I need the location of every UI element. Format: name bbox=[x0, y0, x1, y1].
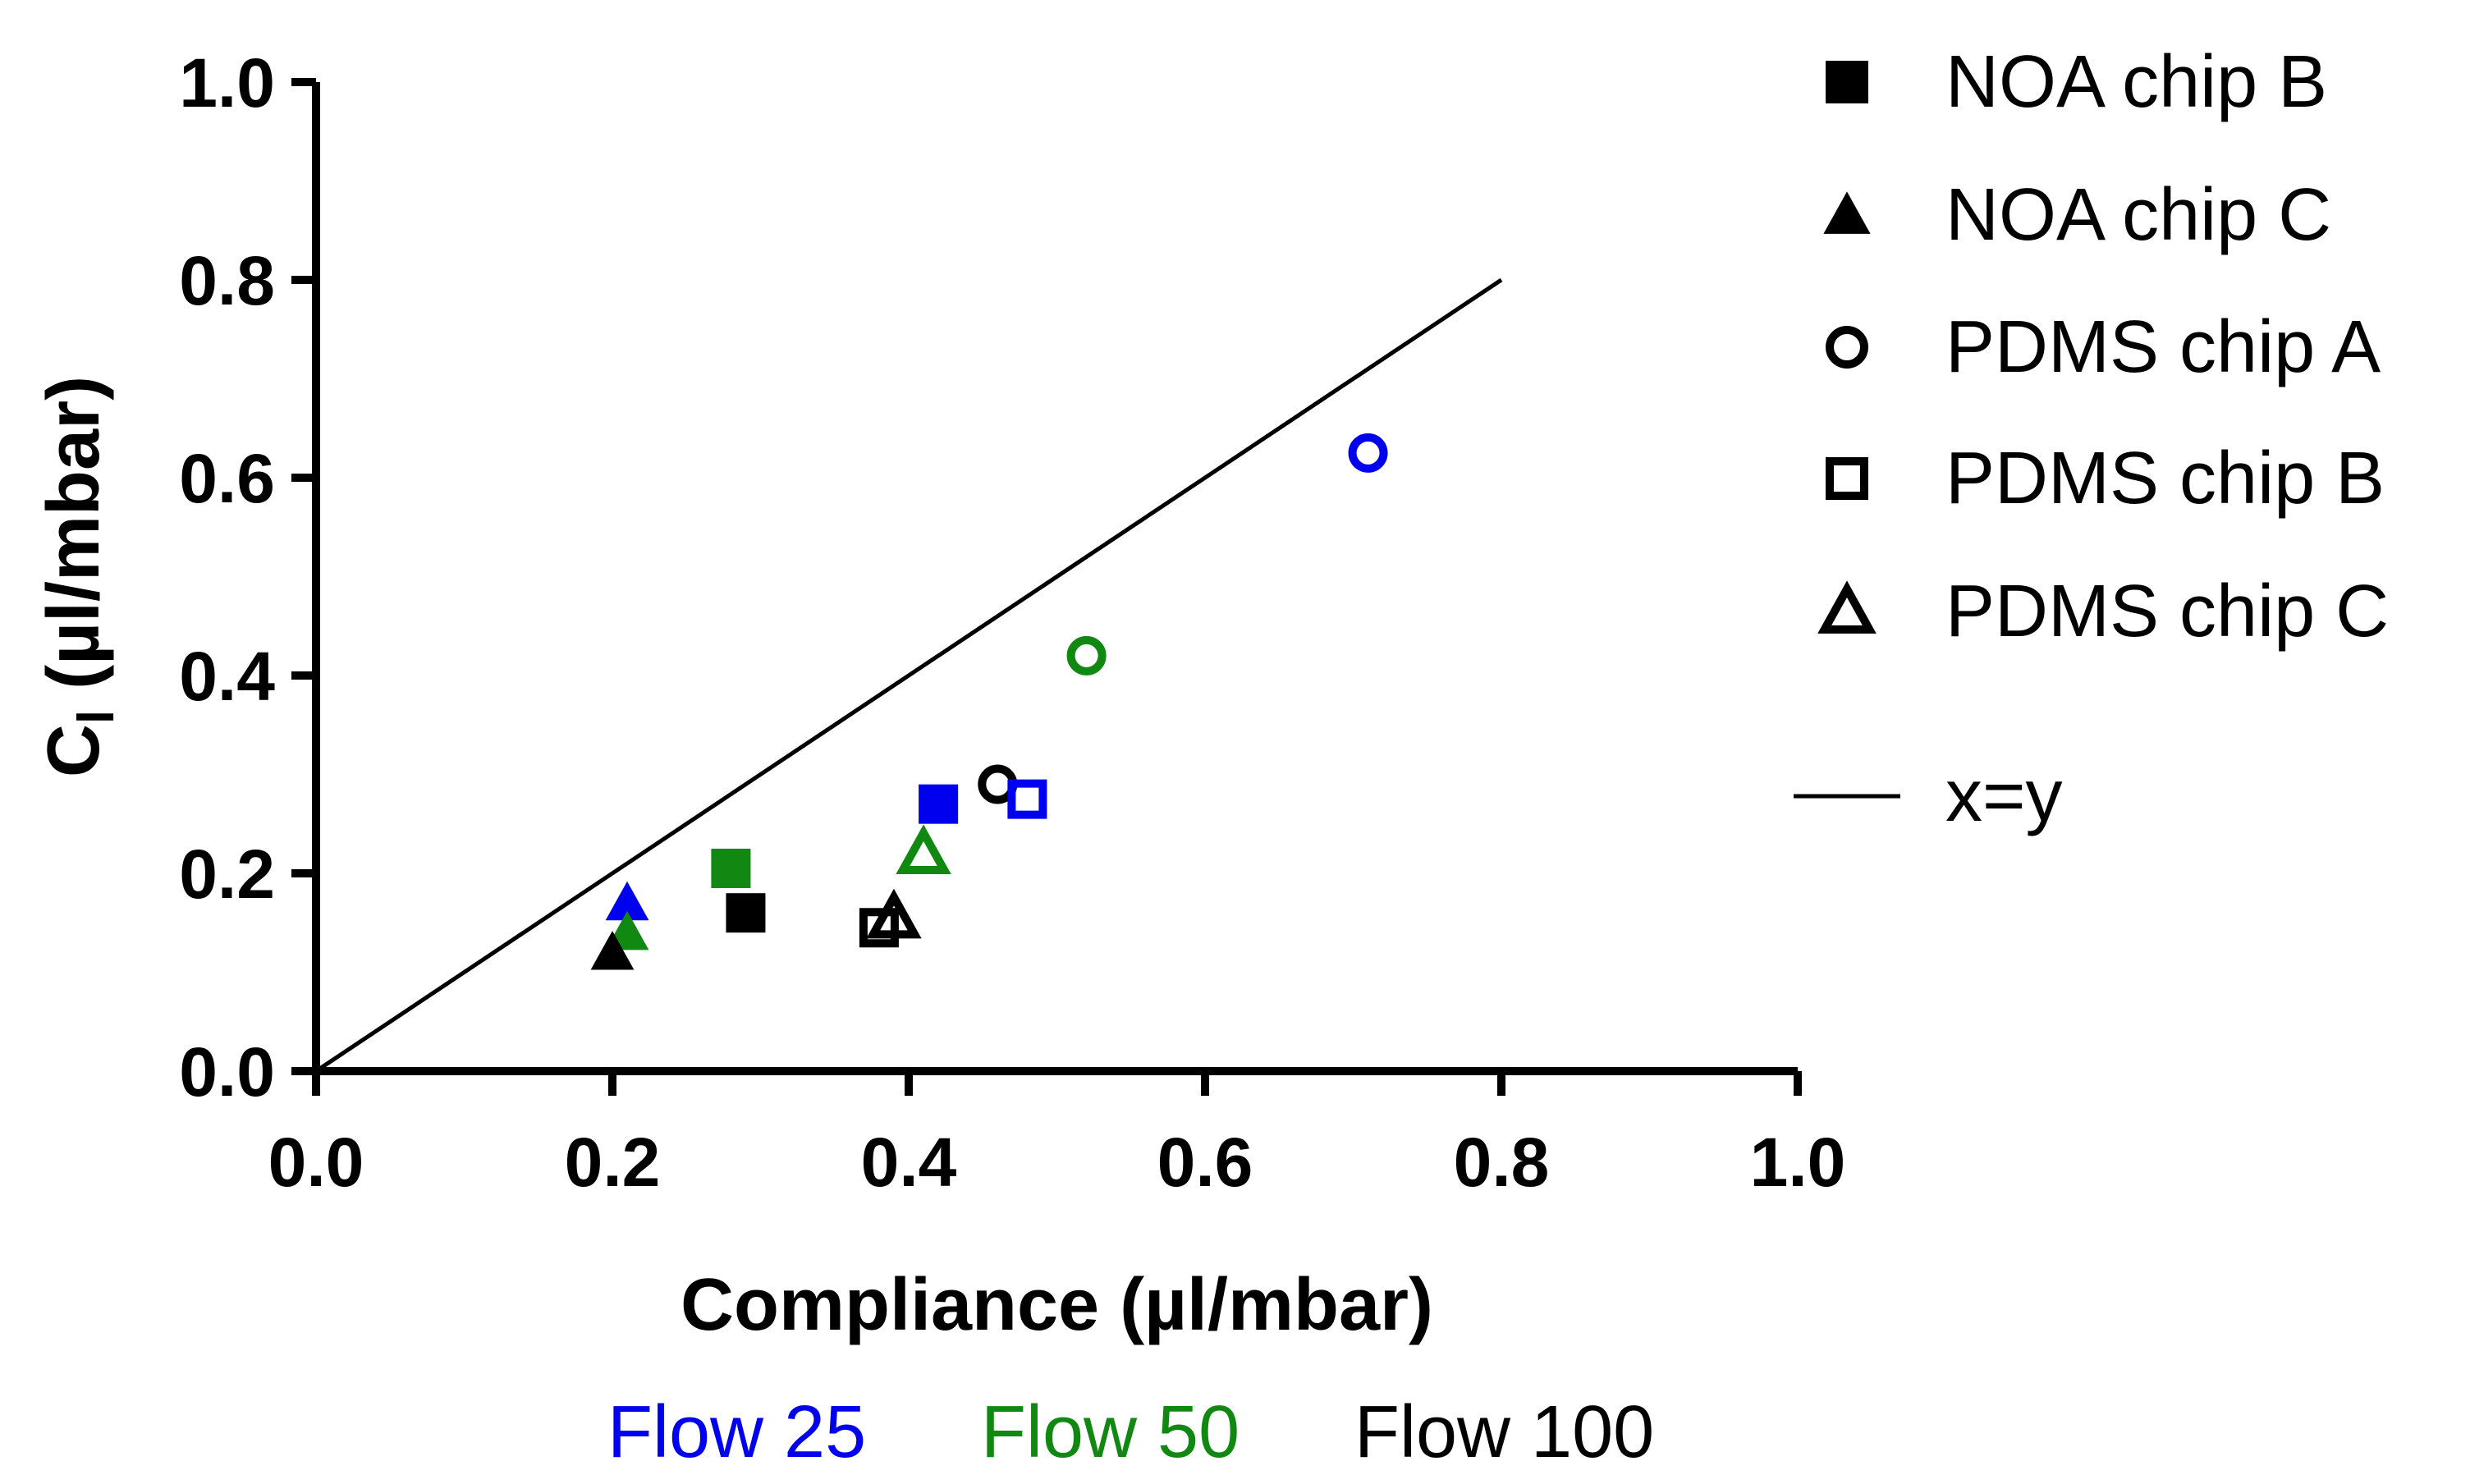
y-tick-label: 0.8 bbox=[179, 242, 275, 319]
y-axis-ticks: 0.0 0.2 0.4 0.6 0.8 1.0 bbox=[179, 44, 316, 1111]
y-tick-label: 0.0 bbox=[179, 1033, 275, 1111]
data-point bbox=[896, 824, 951, 875]
x-tick-label: 0.2 bbox=[565, 1124, 661, 1201]
legend-marker bbox=[1823, 191, 1871, 234]
x-axis-title: Compliance (µl/mbar) bbox=[681, 1264, 1433, 1346]
legend-label: NOA chip B bbox=[1945, 41, 2327, 123]
data-point bbox=[1066, 635, 1107, 676]
data-points bbox=[590, 433, 1388, 970]
data-point bbox=[866, 888, 922, 939]
y-tick-label: 0.6 bbox=[179, 440, 275, 517]
legend-marker bbox=[1826, 61, 1868, 103]
x-tick-label: 0.4 bbox=[861, 1124, 957, 1201]
flow-label: Flow 50 bbox=[981, 1391, 1240, 1473]
legend-label: PDMS chip B bbox=[1945, 437, 2385, 520]
reference-line-x-equals-y bbox=[314, 277, 1503, 1074]
y-tick-label: 0.4 bbox=[179, 638, 275, 715]
legend-marker bbox=[1826, 326, 1868, 369]
data-point bbox=[1348, 433, 1388, 473]
x-tick-label: 1.0 bbox=[1750, 1124, 1846, 1201]
flow-label: Flow 25 bbox=[607, 1391, 866, 1473]
y-axis-title-main: C bbox=[33, 724, 115, 777]
plot-area bbox=[312, 82, 1798, 1075]
data-point bbox=[726, 893, 766, 933]
legend: NOA chip B NOA chip C PDMS chip A PDMS chip… bbox=[1794, 41, 2389, 837]
x-tick-label: 0.0 bbox=[268, 1124, 364, 1201]
flow-labels: Flow 25 Flow 50 Flow 100 bbox=[607, 1391, 1654, 1473]
y-tick-label: 1.0 bbox=[179, 44, 275, 121]
data-point bbox=[919, 784, 959, 824]
data-point bbox=[859, 908, 899, 948]
legend-label: NOA chip C bbox=[1945, 174, 2331, 256]
x-tick-label: 0.8 bbox=[1454, 1124, 1550, 1201]
y-axis-title: Cl (µl/mbar) bbox=[33, 376, 125, 777]
y-axis-title-subscript: l bbox=[68, 710, 125, 724]
legend-label: x=y bbox=[1945, 755, 2063, 837]
x-axis-ticks: 0.0 0.2 0.4 0.6 0.8 1.0 bbox=[268, 1071, 1846, 1201]
y-tick-label: 0.2 bbox=[179, 836, 275, 913]
flow-label: Flow 100 bbox=[1354, 1391, 1654, 1473]
legend-marker bbox=[1817, 580, 1877, 634]
data-point bbox=[590, 931, 635, 970]
x-tick-label: 0.6 bbox=[1157, 1124, 1253, 1201]
data-point bbox=[711, 848, 751, 888]
legend-label: PDMS chip C bbox=[1945, 570, 2389, 653]
legend-marker bbox=[1826, 457, 1868, 500]
data-point bbox=[1007, 779, 1047, 819]
y-axis-title-units: (µl/mbar) bbox=[33, 376, 115, 710]
data-point bbox=[605, 881, 649, 921]
legend-label: PDMS chip A bbox=[1945, 306, 2381, 388]
